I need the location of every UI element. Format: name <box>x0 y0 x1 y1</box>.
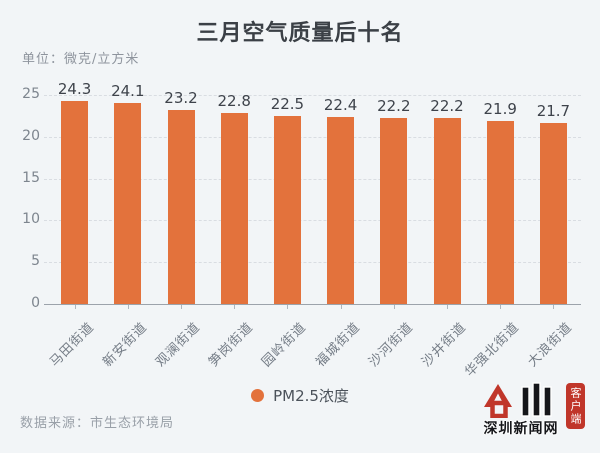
axis-tick <box>500 305 502 309</box>
bar-value-label: 22.5 <box>270 94 305 113</box>
gridline-y15 <box>44 178 581 180</box>
bar-value-label: 22.8 <box>217 92 251 111</box>
axis-tick <box>553 305 555 309</box>
axis-tick <box>393 305 395 309</box>
x-axis-line <box>44 304 581 305</box>
logo-wordmark: 深圳新闻网 <box>483 421 559 437</box>
bar-value-label: 21.7 <box>536 101 571 120</box>
unit-label: 单位：微克/立方米 <box>22 52 140 67</box>
y-axis-label: 25 <box>22 86 40 102</box>
bar-笋岗街道 <box>220 113 248 304</box>
x-axis-label: 华强北街道 <box>462 319 523 380</box>
legend-label: PM2.5浓度 <box>273 387 349 405</box>
axis-tick <box>181 305 182 309</box>
bar-园岭街道 <box>273 115 301 304</box>
axis-tick <box>340 305 342 309</box>
sznews-logo-mark-icon <box>484 382 552 418</box>
bar-value-label: 24.3 <box>57 79 92 98</box>
gridline-y20 <box>44 136 581 138</box>
bar-观澜街道 <box>167 110 195 304</box>
axis-tick <box>74 305 76 309</box>
bar-华强北街道 <box>486 120 514 304</box>
x-axis-label: 笋岗街道 <box>206 319 257 371</box>
chart-title: 三月空气质量后十名 <box>196 21 404 46</box>
axis-tick <box>287 305 289 309</box>
axis-tick <box>127 305 129 309</box>
y-axis-label: 20 <box>22 127 40 144</box>
bar-大浪街道 <box>539 122 567 304</box>
legend-dot-icon <box>251 389 265 402</box>
bar-value-label: 24.1 <box>111 81 145 100</box>
bar-value-label: 22.2 <box>430 97 464 116</box>
bar-value-label: 22.2 <box>377 97 411 116</box>
bar-沙井街道 <box>433 118 461 304</box>
x-axis-label: 马田街道 <box>46 319 98 371</box>
sznews-logo: 深圳新闻网 客户端 <box>480 375 590 437</box>
x-axis-label: 沙河街道 <box>366 319 417 371</box>
gridline-y25 <box>44 95 581 96</box>
y-axis-label: 0 <box>31 295 40 311</box>
x-axis-label: 新安街道 <box>100 319 151 371</box>
y-axis-label: 10 <box>22 211 40 228</box>
bar-福城街道 <box>327 116 355 304</box>
x-axis-label: 园岭街道 <box>259 319 310 371</box>
logo-client-badge: 客户端 <box>566 383 585 429</box>
x-axis-label: 观澜街道 <box>153 319 204 371</box>
legend: PM2.5浓度 <box>0 385 600 406</box>
bar-新安街道 <box>114 102 142 304</box>
bar-沙河街道 <box>380 118 408 304</box>
axis-tick <box>447 305 448 309</box>
gridline-y10 <box>44 220 581 222</box>
x-axis-label: 大浪街道 <box>525 319 576 371</box>
x-axis-label: 沙井街道 <box>419 319 470 371</box>
data-source: 数据来源：市生态环境局 <box>20 416 175 431</box>
bar-value-label: 23.2 <box>164 89 198 108</box>
bar-value-label: 22.4 <box>323 95 358 114</box>
x-axis-label: 福城街道 <box>312 319 364 371</box>
bar-value-label: 21.9 <box>483 99 517 118</box>
gridline-y5 <box>44 262 581 264</box>
bar-马田街道 <box>61 100 89 304</box>
y-axis-label: 15 <box>22 169 40 186</box>
axis-tick <box>234 305 236 309</box>
y-axis-label: 5 <box>31 253 40 270</box>
